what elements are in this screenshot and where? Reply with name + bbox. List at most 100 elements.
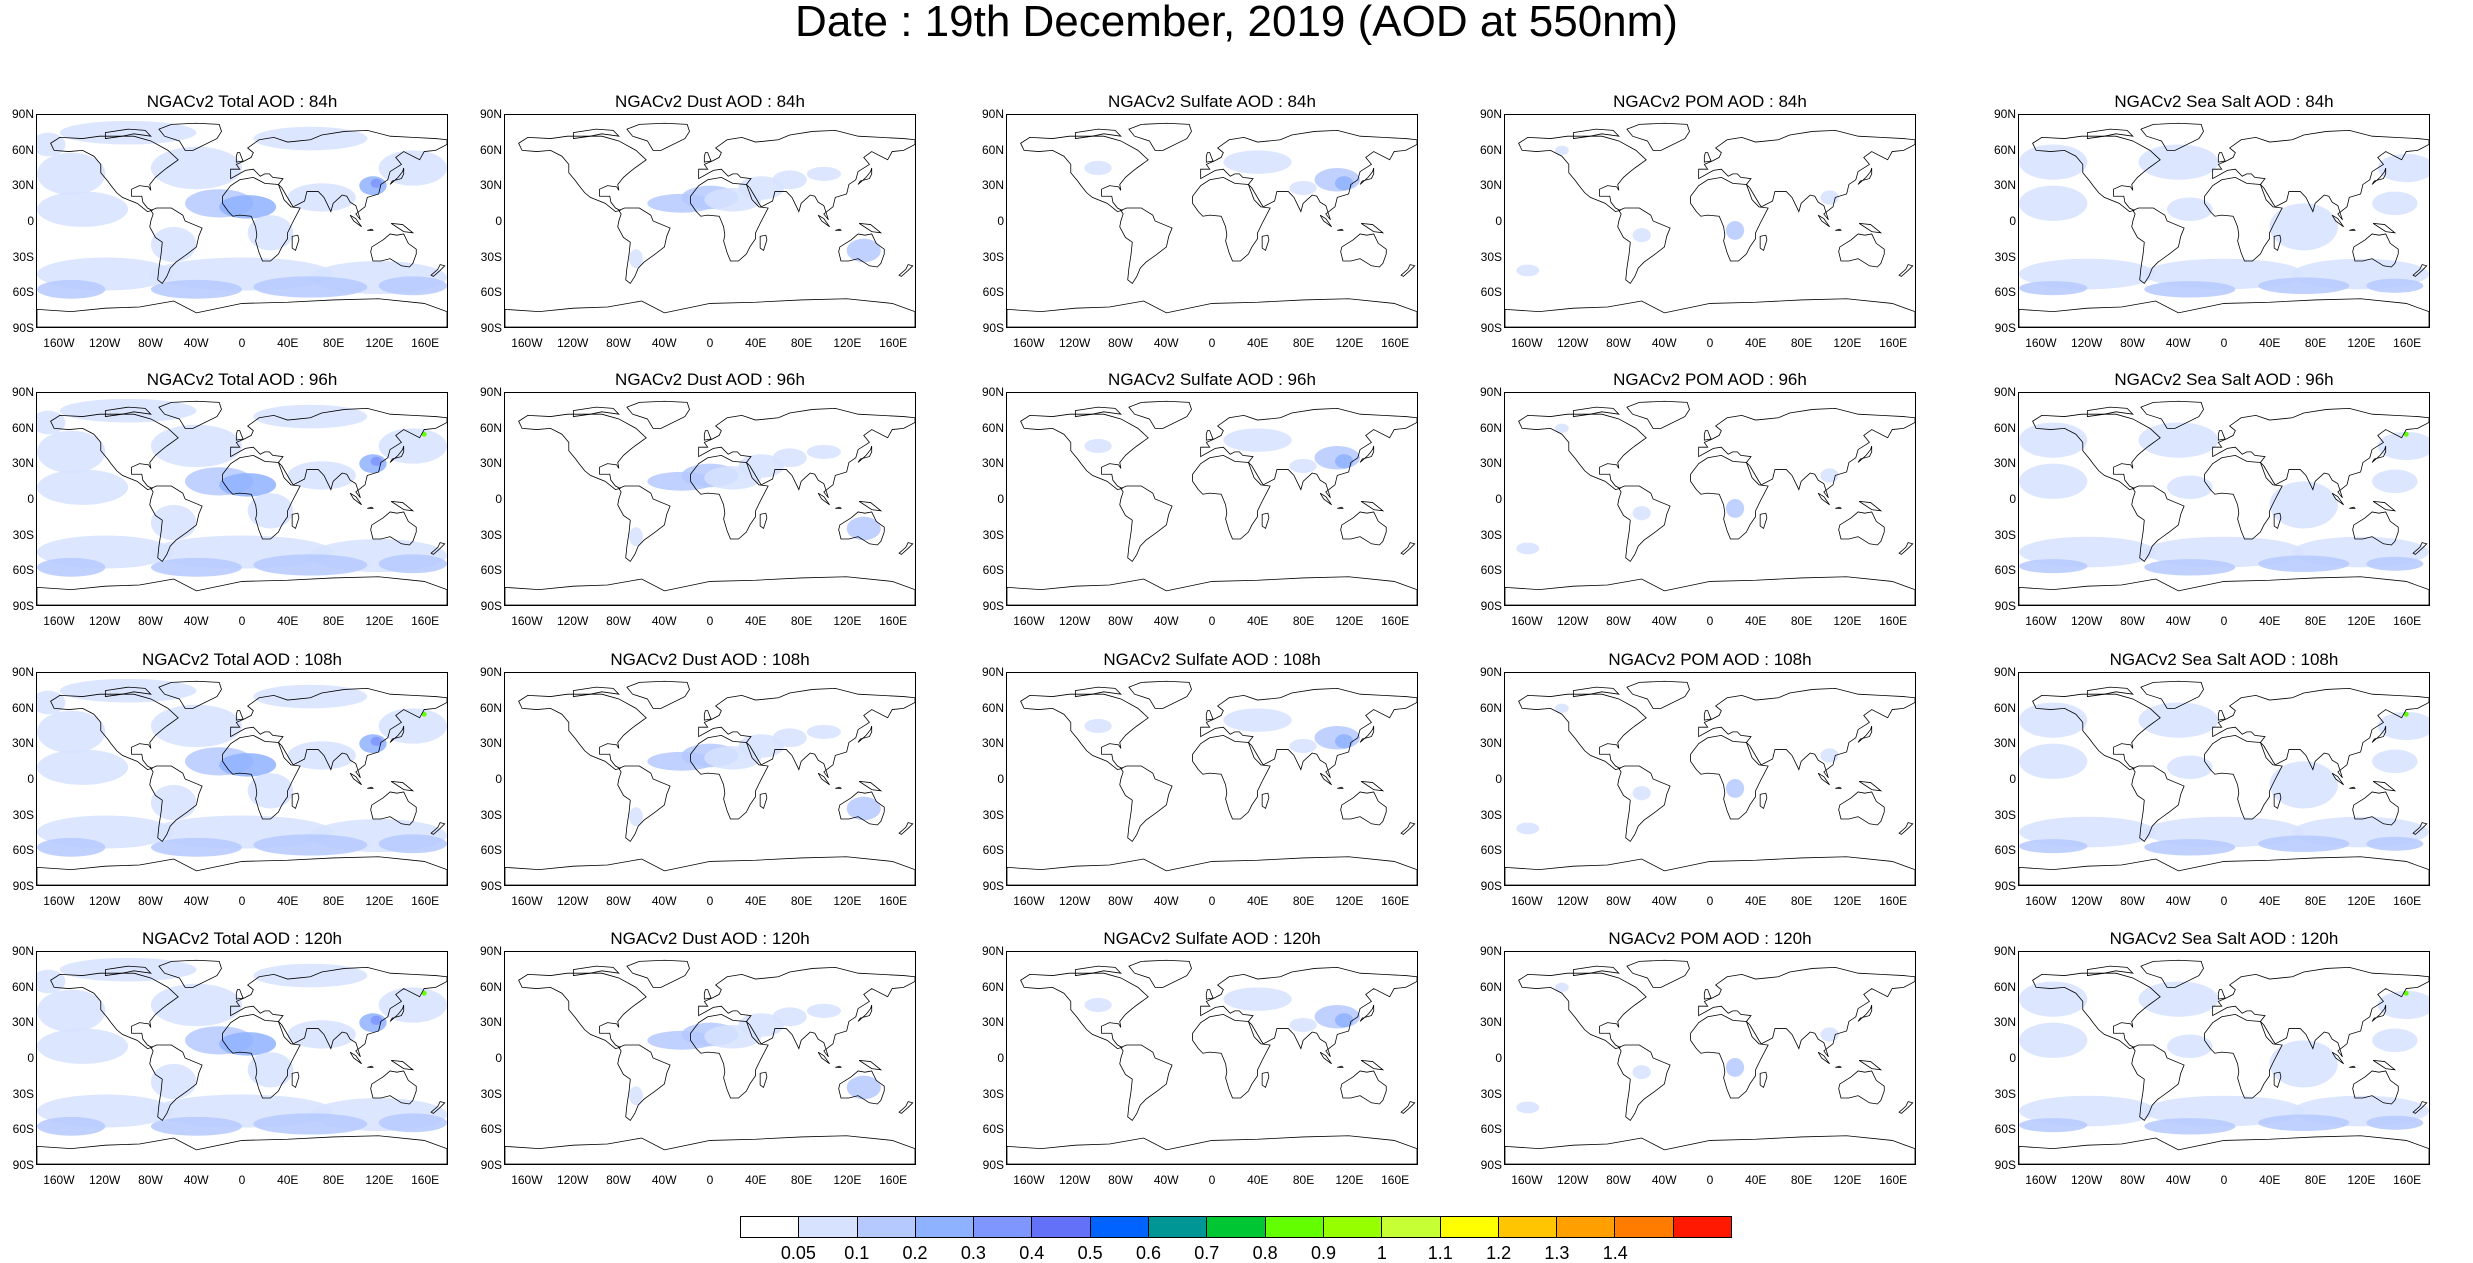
coastline (2019, 576, 2429, 605)
lat-tick-label: 0 (2009, 492, 2016, 506)
aod-field-patch (150, 557, 242, 577)
lon-tick-label: 40W (1153, 336, 1179, 350)
aod-field-patch (253, 126, 368, 151)
coastline (1703, 430, 1712, 441)
lon-tick-label: 160W (1013, 336, 1045, 350)
aod-field-patch (2138, 702, 2219, 738)
aod-field-patch (806, 444, 841, 459)
lon-tick-label: 160E (879, 894, 908, 908)
lat-tick-label: 30S (982, 1086, 1004, 1101)
lon-tick-label: 80E (2304, 614, 2327, 628)
aod-field-patch (846, 238, 881, 263)
coastline (291, 512, 300, 530)
colorbar-swatch (1615, 1217, 1674, 1237)
lat-tick-label: 30N (1993, 1015, 2016, 1030)
lon-tick-label: 40W (1651, 1173, 1677, 1187)
coastline (1074, 686, 1122, 698)
coastline (1205, 710, 1214, 721)
aod-field-patch (2144, 1118, 2236, 1135)
lon-tick-label: 40W (2165, 1173, 2191, 1187)
coastline (2086, 965, 2134, 977)
lat-tick-label: 0 (2009, 1051, 2016, 1065)
coastline (1690, 734, 1769, 820)
coastline (1698, 687, 1915, 779)
coastline (2412, 542, 2428, 555)
aod-field-patch (2019, 422, 2088, 458)
aod-field-patch (2366, 836, 2424, 851)
aod-field-patch (150, 424, 242, 468)
lon-tick-label: 40E (2259, 614, 2281, 628)
aod-field-patch (37, 191, 129, 227)
lon-tick-label: 120W (1556, 1173, 1589, 1187)
coastline (1261, 234, 1270, 252)
aod-field-patch (37, 989, 106, 1033)
coastline (817, 214, 830, 228)
world-map (1505, 400, 1915, 605)
lon-tick-label: 0 (1208, 894, 1216, 908)
lon-tick-label: 80W (2120, 614, 2145, 628)
panel-title: NGACv2 POM AOD : 120h (1608, 929, 1812, 948)
lat-tick-label: 0 (2009, 772, 2016, 786)
coastline (1617, 207, 1671, 284)
lon-tick-label: 80E (1292, 336, 1315, 350)
lat-tick-label: 0 (27, 1051, 34, 1065)
aod-field-patch (378, 554, 447, 574)
lon-tick-label: 40E (1247, 894, 1269, 908)
lat-tick-label: 60N (1993, 700, 2016, 715)
coastline (1192, 454, 1271, 540)
lon-tick-label: 160W (43, 614, 75, 628)
coastline (1205, 430, 1214, 441)
panel-title: NGACv2 Sea Salt AOD : 96h (2114, 370, 2334, 389)
coastline (2019, 1135, 2429, 1164)
coastline (858, 222, 883, 234)
aod-field-patch (2372, 1028, 2418, 1053)
lon-tick-label: 40W (651, 1173, 677, 1187)
world-map (37, 957, 447, 1164)
aod-field-patch (1632, 228, 1651, 243)
lon-tick-label: 80E (322, 894, 345, 908)
lon-tick-label: 160E (1879, 1173, 1908, 1187)
coastline (898, 542, 914, 555)
aod-field-patch (2019, 281, 2088, 296)
coastline (370, 511, 417, 546)
aod-field-patch (1516, 822, 1540, 835)
aod-field-patch (219, 195, 277, 219)
aod-field-patch (2258, 555, 2350, 573)
lat-tick-label: 90N (479, 107, 502, 121)
coastline (370, 791, 417, 826)
map-frame (36, 951, 448, 1165)
lat-tick-label: 30S (1994, 527, 2016, 542)
coastline (430, 542, 446, 555)
coastline (1838, 233, 1885, 268)
coastline (759, 792, 768, 810)
lat-tick-label: 90S (1994, 599, 2016, 613)
aod-field-patch (846, 516, 881, 541)
coastline (858, 1059, 883, 1071)
lon-tick-label: 40W (183, 614, 209, 628)
lat-tick-label: 30N (11, 736, 34, 751)
lon-tick-label: 120E (833, 1173, 862, 1187)
lon-tick-label: 160W (511, 336, 543, 350)
panel-title: NGACv2 Sea Salt AOD : 120h (2109, 929, 2339, 948)
coastline (389, 445, 405, 463)
panel-title: NGACv2 Total AOD : 96h (146, 370, 338, 389)
coastline (2204, 1013, 2283, 1099)
lat-tick-label: 0 (495, 1051, 502, 1065)
coastline (1360, 780, 1385, 792)
coastline (1007, 576, 1417, 605)
lon-tick-label: 40E (2259, 894, 2281, 908)
aod-hotspot (421, 711, 427, 717)
lon-tick-label: 120E (2347, 894, 2376, 908)
coastline (572, 406, 620, 418)
aod-field-patch (2377, 153, 2429, 183)
coastline (703, 152, 712, 163)
lat-tick-label: 30S (982, 249, 1004, 264)
coastline (2331, 1051, 2344, 1065)
lon-tick-label: 80E (790, 1173, 813, 1187)
lat-tick-label: 60S (12, 563, 34, 578)
lat-tick-label: 90N (11, 944, 34, 958)
lon-tick-label: 80W (1108, 336, 1133, 350)
aod-field-patch (772, 170, 807, 190)
coastline (690, 176, 769, 262)
lat-tick-label: 60S (1480, 843, 1502, 858)
